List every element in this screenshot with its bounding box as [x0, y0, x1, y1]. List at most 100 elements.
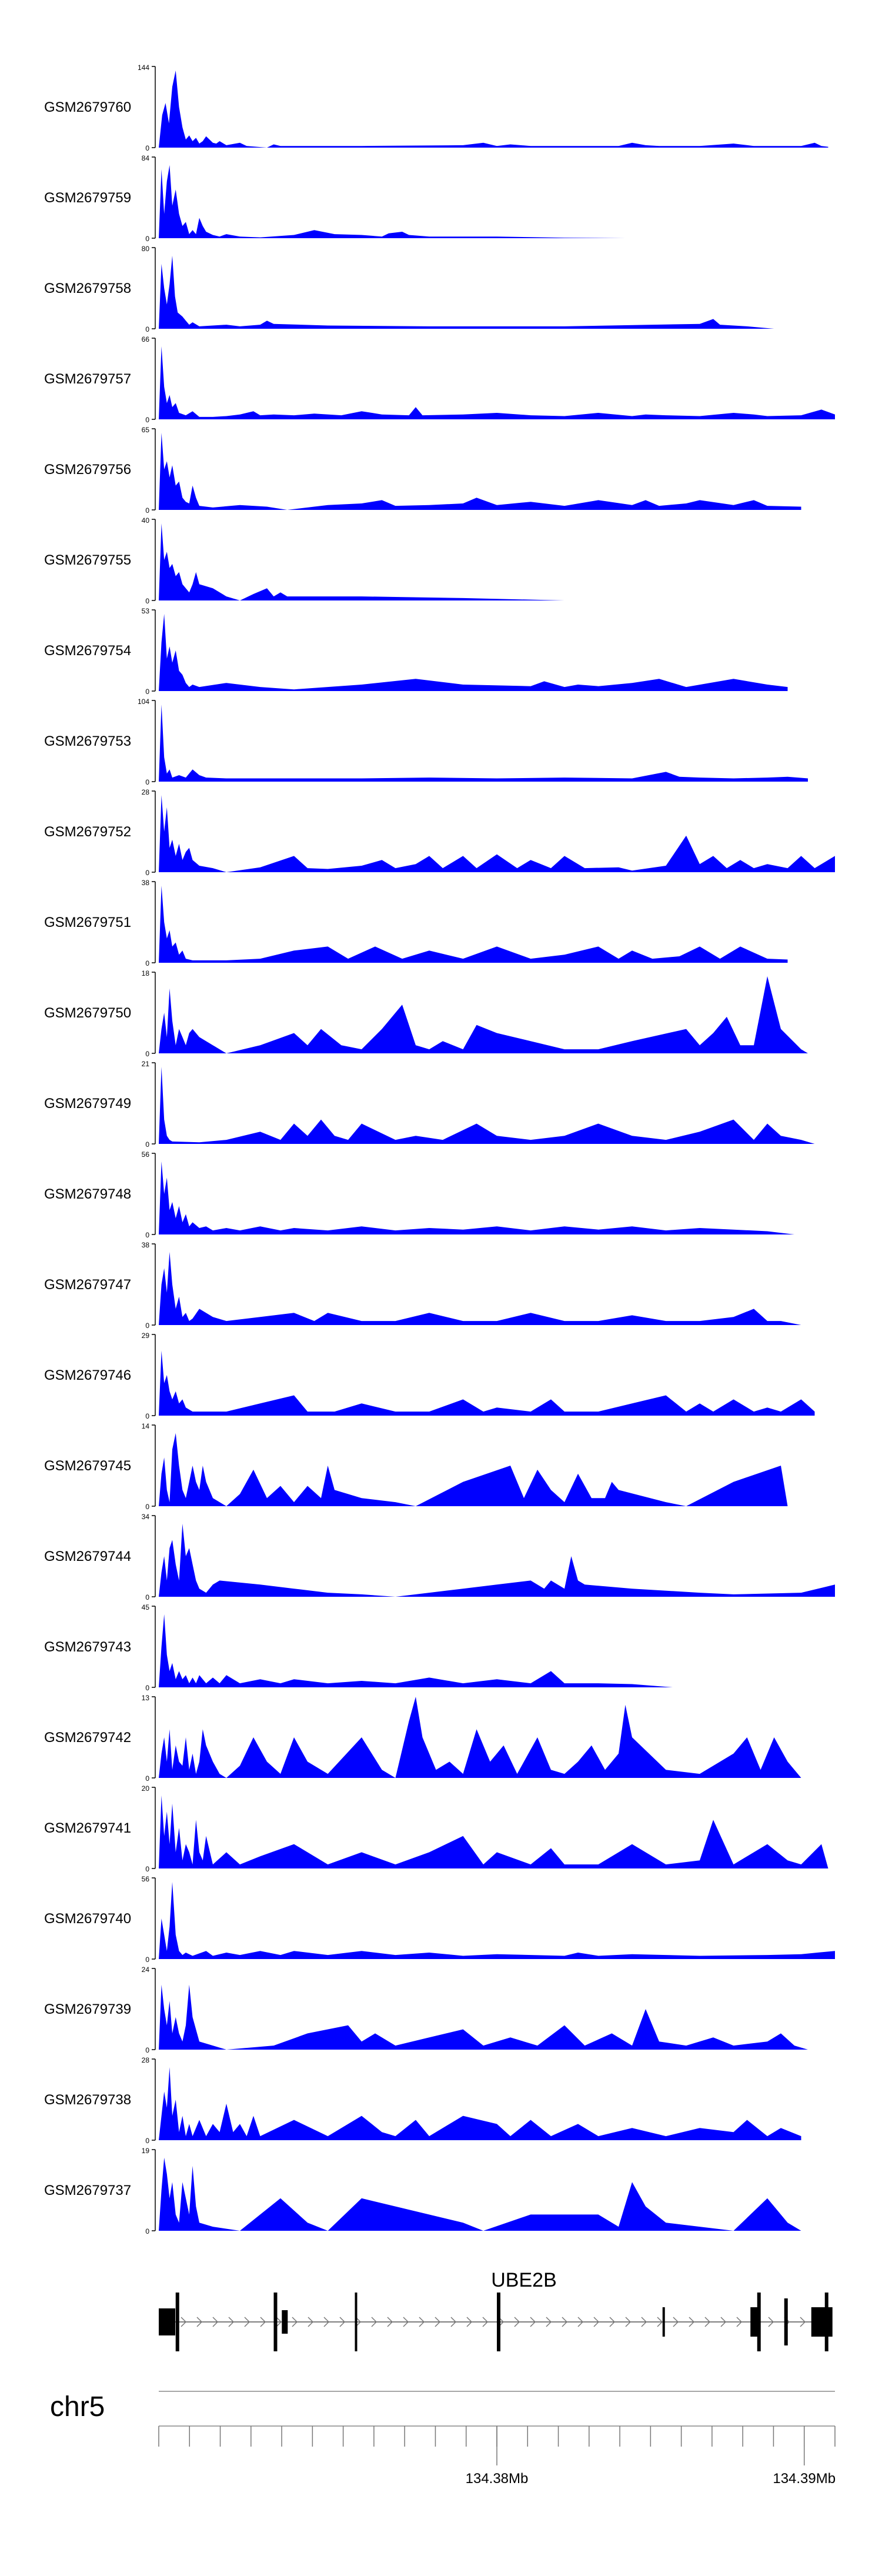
strand-arrow [577, 2317, 584, 2327]
strand-arrow [641, 2317, 647, 2327]
strand-arrow [609, 2317, 616, 2327]
track-ymax-label-gsm2679760: 144 [138, 64, 149, 72]
coverage-area-gsm2679742 [159, 1697, 801, 1778]
strand-arrow [292, 2317, 298, 2327]
track-ymax-label-gsm2679748: 56 [142, 1150, 150, 1159]
coverage-area-gsm2679739 [159, 1984, 808, 2050]
track-label-gsm2679758: GSM2679758 [44, 281, 131, 296]
track-label-gsm2679739: GSM2679739 [44, 2001, 131, 2017]
track-label-gsm2679751: GSM2679751 [44, 915, 131, 930]
track-label-gsm2679759: GSM2679759 [44, 190, 131, 206]
strand-arrow [196, 2317, 203, 2327]
track-ymin-label-gsm2679741: 0 [145, 1865, 149, 1873]
track-ymax-label-gsm2679738: 28 [142, 2056, 150, 2064]
strand-arrow [593, 2317, 600, 2327]
track-ymin-label-gsm2679744: 0 [145, 1593, 149, 1601]
coverage-area-gsm2679753 [159, 704, 808, 782]
strand-arrow [546, 2317, 552, 2327]
track-ymin-label-gsm2679740: 0 [145, 1956, 149, 1964]
gene-exon [282, 2310, 288, 2334]
track-ymax-label-gsm2679745: 14 [142, 1422, 150, 1430]
track-ymax-label-gsm2679752: 28 [142, 788, 150, 796]
track-ymin-label-gsm2679748: 0 [145, 1231, 149, 1239]
track-ymax-label-gsm2679754: 53 [142, 607, 150, 615]
gene-exon [662, 2307, 665, 2337]
gene-exon [273, 2293, 278, 2351]
coverage-area-gsm2679744 [159, 1523, 835, 1597]
track-label-gsm2679753: GSM2679753 [44, 733, 131, 749]
strand-arrow [450, 2317, 457, 2327]
strand-arrow [514, 2317, 520, 2327]
track-label-gsm2679756: GSM2679756 [44, 462, 131, 478]
coverage-area-gsm2679749 [159, 1066, 815, 1144]
gene-exon [175, 2293, 179, 2351]
track-label-gsm2679741: GSM2679741 [44, 1820, 131, 1836]
strand-arrow [689, 2317, 695, 2327]
gene-exon [355, 2293, 358, 2351]
track-ymin-label-gsm2679752: 0 [145, 869, 149, 877]
track-label-gsm2679738: GSM2679738 [44, 2092, 131, 2108]
track-label-gsm2679737: GSM2679737 [44, 2183, 131, 2198]
track-label-gsm2679750: GSM2679750 [44, 1005, 131, 1021]
strand-arrow [371, 2317, 377, 2327]
track-label-gsm2679749: GSM2679749 [44, 1096, 131, 1112]
strand-arrow [260, 2317, 266, 2327]
strand-arrow [308, 2317, 314, 2327]
coverage-area-gsm2679745 [159, 1433, 788, 1506]
coverage-area-gsm2679740 [159, 1881, 835, 1959]
strand-arrow [562, 2317, 568, 2327]
coverage-area-gsm2679754 [159, 613, 788, 691]
track-label-gsm2679742: GSM2679742 [44, 1730, 131, 1746]
track-ymin-label-gsm2679739: 0 [145, 2046, 149, 2054]
track-ymax-label-gsm2679743: 45 [142, 1603, 150, 1611]
track-ymax-label-gsm2679759: 84 [142, 154, 150, 162]
track-ymax-label-gsm2679744: 34 [142, 1513, 150, 1521]
track-ymin-label-gsm2679747: 0 [145, 1322, 149, 1330]
track-ymax-label-gsm2679739: 24 [142, 1966, 150, 1974]
track-label-gsm2679745: GSM2679745 [44, 1458, 131, 1474]
track-ymax-label-gsm2679740: 56 [142, 1875, 150, 1883]
track-ymax-label-gsm2679747: 38 [142, 1241, 150, 1249]
strand-arrow [339, 2317, 346, 2327]
strand-arrow [228, 2317, 235, 2327]
strand-arrow [419, 2317, 425, 2327]
gene-exon [824, 2293, 828, 2351]
coverage-area-gsm2679751 [159, 885, 788, 963]
strand-arrow [800, 2317, 806, 2327]
strand-arrow [355, 2317, 362, 2327]
track-ymax-label-gsm2679742: 13 [142, 1694, 150, 1702]
track-label-gsm2679760: GSM2679760 [44, 99, 131, 115]
track-ymax-label-gsm2679746: 29 [142, 1332, 150, 1340]
track-label-gsm2679754: GSM2679754 [44, 643, 131, 659]
strand-arrow [403, 2317, 409, 2327]
gene-label: UBE2B [491, 2269, 557, 2291]
coverage-area-gsm2679758 [159, 255, 774, 329]
coverage-area-gsm2679747 [159, 1252, 801, 1325]
track-label-gsm2679755: GSM2679755 [44, 552, 131, 568]
coverage-area-gsm2679741 [159, 1795, 828, 1868]
strand-arrow [720, 2317, 727, 2327]
track-label-gsm2679747: GSM2679747 [44, 1277, 131, 1293]
tick-label: 134.38Mb [466, 2471, 529, 2487]
track-ymin-label-gsm2679751: 0 [145, 959, 149, 967]
track-ymin-label-gsm2679745: 0 [145, 1503, 149, 1511]
track-ymax-label-gsm2679750: 18 [142, 969, 150, 977]
track-ymin-label-gsm2679750: 0 [145, 1050, 149, 1058]
track-ymax-label-gsm2679756: 65 [142, 426, 150, 434]
strand-arrow [625, 2317, 632, 2327]
coverage-area-gsm2679756 [159, 432, 801, 510]
track-ymax-label-gsm2679749: 21 [142, 1060, 150, 1068]
track-ymin-label-gsm2679749: 0 [145, 1140, 149, 1149]
strand-arrow [466, 2317, 473, 2327]
track-ymin-label-gsm2679746: 0 [145, 1412, 149, 1420]
coverage-area-gsm2679759 [159, 165, 626, 238]
gene-exon [750, 2307, 759, 2337]
track-ymax-label-gsm2679757: 66 [142, 335, 150, 343]
coverage-area-gsm2679743 [159, 1614, 673, 1687]
track-ymin-label-gsm2679754: 0 [145, 688, 149, 696]
track-ymin-label-gsm2679738: 0 [145, 2137, 149, 2145]
strand-arrow [276, 2317, 282, 2327]
strand-arrow [323, 2317, 330, 2327]
track-label-gsm2679740: GSM2679740 [44, 1911, 131, 1927]
